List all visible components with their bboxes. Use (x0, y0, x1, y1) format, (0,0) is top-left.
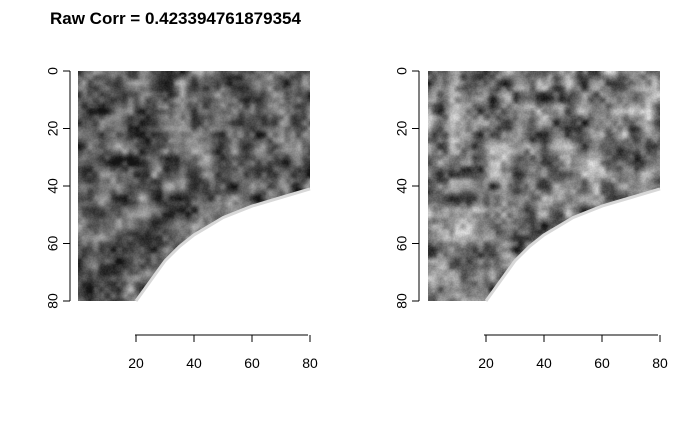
chart-title: Raw Corr = 0.423394761879354 (50, 9, 301, 28)
y-tick-label: 20 (45, 121, 61, 137)
x-tick-label: 80 (302, 355, 318, 371)
x-tick-label: 40 (536, 355, 552, 371)
y-tick-label: 80 (45, 293, 61, 309)
y-tick-label: 20 (394, 121, 410, 137)
y-tick-label: 0 (394, 67, 410, 75)
mask-edge (484, 187, 661, 302)
y-tick-label: 40 (394, 178, 410, 194)
x-tick-label: 60 (594, 355, 610, 371)
y-tick-label: 60 (394, 236, 410, 252)
y-tick-label: 0 (45, 67, 61, 75)
y-tick-label: 40 (45, 178, 61, 194)
x-tick-label: 80 (652, 355, 668, 371)
x-tick-label: 60 (244, 355, 260, 371)
x-tick-label: 20 (478, 355, 494, 371)
y-tick-label: 60 (45, 236, 61, 252)
heatmap-panel-left: 0 20 40 60 80 20 40 60 80 (45, 67, 318, 371)
mask-edge (134, 187, 311, 302)
x-tick-label: 40 (186, 355, 202, 371)
heatmap-raster (428, 71, 660, 301)
heatmap-panel-right: 0 20 40 60 80 20 40 60 80 (394, 67, 668, 371)
y-tick-label: 80 (394, 293, 410, 309)
x-tick-label: 20 (128, 355, 144, 371)
heatmap-raster (78, 71, 310, 301)
